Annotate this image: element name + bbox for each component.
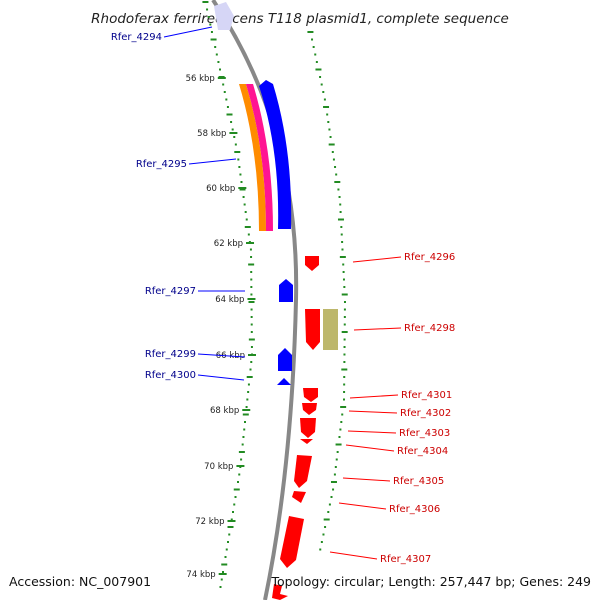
gene-name: Rfer_4303 <box>399 428 450 439</box>
gene-label-rfer-4306: Rfer_4306 <box>338 502 440 515</box>
gene-name: Rfer_4307 <box>380 554 431 565</box>
gene-label-rfer-4302: Rfer_4302 <box>348 408 451 419</box>
leader-line <box>197 353 246 358</box>
leader-line <box>342 477 391 482</box>
band-orange <box>239 84 266 231</box>
gene-label-rfer-4298: Rfer_4298 <box>353 323 455 334</box>
accession-text: Accession: NC_007901 <box>9 574 151 589</box>
leader-line <box>163 26 213 38</box>
gene-name: Rfer_4299 <box>145 349 196 360</box>
gene-label-rfer-4300: Rfer_4300 <box>145 370 245 381</box>
gene-rfer-4307-feature <box>280 516 304 568</box>
gene-name: Rfer_4301 <box>401 390 452 401</box>
gene-name: Rfer_4294 <box>111 32 162 43</box>
backbone-circle <box>211 0 299 600</box>
gene-label-rfer-4294: Rfer_4294 <box>111 26 213 43</box>
map-title: Rhodoferax ferrireducens T118 plasmid1, … <box>91 11 509 27</box>
band-magenta <box>246 84 273 231</box>
kbp-tick-label: 74 kbp <box>186 570 215 580</box>
leader-line <box>347 430 397 434</box>
gene-name: Rfer_4305 <box>393 476 444 487</box>
kbp-tick-label: 58 kbp <box>197 129 226 139</box>
kbp-tick-label: 62 kbp <box>214 239 243 249</box>
gene-rfer-4302-feature <box>302 403 317 415</box>
gene-label-rfer-4299: Rfer_4299 <box>145 349 246 360</box>
tick-dots <box>202 1 348 588</box>
kbp-tick-label: 68 kbp <box>210 406 239 416</box>
leader-line <box>352 256 402 263</box>
gene-rfer-4303-feature <box>300 418 316 438</box>
gene-name: Rfer_4297 <box>145 286 196 297</box>
topology-summary: Topology: circular; Length: 257,447 bp; … <box>271 574 592 589</box>
gene-label-rfer-4307: Rfer_4307 <box>329 551 431 565</box>
kbp-tick-label: 64 kbp <box>215 295 244 305</box>
leader-line <box>353 327 402 331</box>
leader-line <box>338 502 387 510</box>
gene-label-rfer-4301: Rfer_4301 <box>349 390 452 401</box>
leader-line <box>188 158 237 165</box>
gene-label-rfer-4297: Rfer_4297 <box>145 286 245 297</box>
gene-name: Rfer_4298 <box>404 323 455 334</box>
gene-name: Rfer_4304 <box>397 446 448 457</box>
gene-rfer-4304-feature <box>300 439 313 444</box>
leader-line <box>349 394 399 399</box>
leader-line <box>329 551 378 560</box>
gene-name: Rfer_4296 <box>404 252 455 263</box>
gene-rfer-4295-feature <box>259 80 292 229</box>
kbp-tick-label: 60 kbp <box>206 184 235 194</box>
bottom-feature <box>272 584 288 600</box>
kbp-tick-label: 56 kbp <box>186 74 215 84</box>
gene-rfer-4296-feature <box>305 256 319 271</box>
gene-name: Rfer_4302 <box>400 408 451 419</box>
gene-rfer-4301-feature <box>303 388 318 402</box>
kbp-tick-label: 72 kbp <box>195 517 224 527</box>
gene-label-rfer-4296: Rfer_4296 <box>352 252 455 263</box>
gene-rfer-4300-feature <box>277 378 291 385</box>
gene-rfer-4297-feature <box>279 279 293 302</box>
gene-name: Rfer_4295 <box>136 159 187 170</box>
gene-rfer-4305-feature <box>294 455 312 488</box>
kbp-tick-label: 70 kbp <box>204 462 233 472</box>
gene-name: Rfer_4306 <box>389 504 440 515</box>
gene-rfer-4298-feature <box>305 309 320 350</box>
gene-rfer-4294-feature <box>214 2 234 30</box>
khaki-band <box>323 309 338 350</box>
leader-line <box>348 410 398 414</box>
leader-line <box>197 374 245 381</box>
gene-label-rfer-4303: Rfer_4303 <box>347 428 450 439</box>
leader-line <box>345 444 395 452</box>
gene-label-rfer-4304: Rfer_4304 <box>345 444 448 457</box>
gene-name: Rfer_4300 <box>145 370 196 381</box>
gene-rfer-4299-feature <box>278 348 292 371</box>
gene-label-rfer-4295: Rfer_4295 <box>136 158 237 170</box>
gene-rfer-4306-feature <box>292 491 306 503</box>
gene-label-rfer-4305: Rfer_4305 <box>342 476 444 487</box>
